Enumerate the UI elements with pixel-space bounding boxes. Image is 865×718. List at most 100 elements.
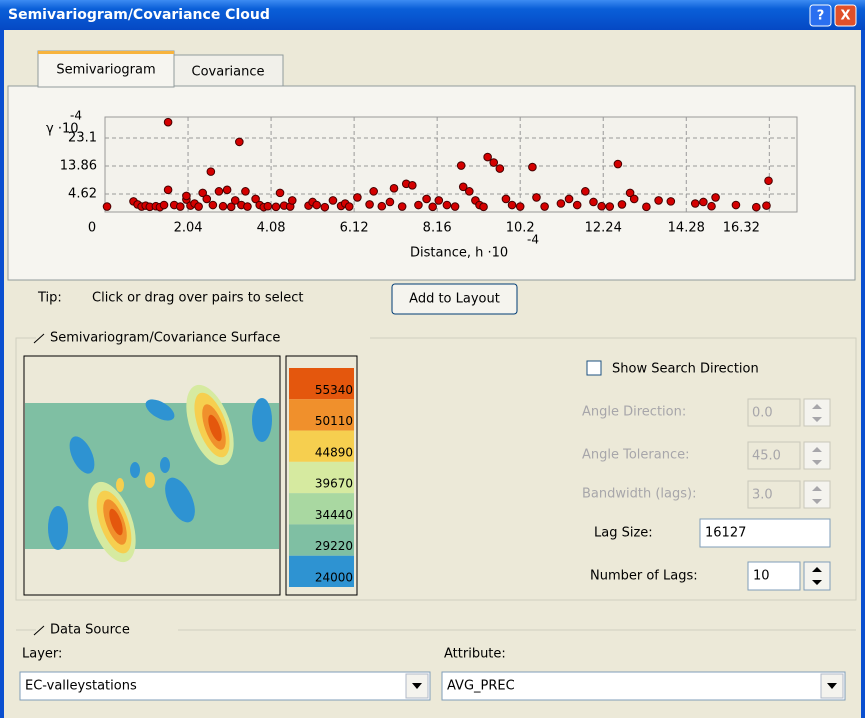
- point: [422, 194, 431, 204]
- field-label: Lag Size:: [594, 526, 653, 541]
- point: [532, 193, 541, 202]
- combo-arrow: [412, 683, 422, 689]
- spinner-arrows: [812, 567, 822, 585]
- point: [320, 202, 330, 212]
- point: [666, 197, 676, 206]
- y-tick-label: 13.86: [60, 158, 97, 173]
- collapse-icon[interactable]: [33, 333, 45, 344]
- close-button[interactable]: [834, 4, 857, 27]
- legend-swatch: [289, 399, 354, 431]
- point: [540, 202, 549, 211]
- help-button[interactable]: [809, 4, 832, 27]
- y-tick-label: 23.1: [68, 130, 97, 145]
- x-tick-label: 10.2: [506, 221, 535, 236]
- input[interactable]: [747, 398, 801, 427]
- point: [202, 194, 212, 204]
- point: [214, 187, 224, 196]
- point: [243, 202, 252, 211]
- legend-label: 29220: [315, 539, 353, 553]
- legend-label: 50110: [315, 414, 353, 428]
- point: [222, 185, 232, 195]
- tip-label: Tip:: [37, 291, 62, 306]
- legend-label: 39670: [315, 477, 353, 491]
- group-box: [15, 337, 857, 601]
- window-title: Semivariogram/Covariance Cloud: [8, 7, 270, 23]
- point: [241, 187, 250, 196]
- input-value: 16127: [705, 526, 746, 541]
- point: [625, 188, 635, 198]
- point: [328, 196, 338, 205]
- point: [414, 200, 423, 210]
- point: [589, 197, 598, 207]
- field-label: Attribute:: [444, 647, 506, 662]
- point: [344, 202, 354, 211]
- point: [605, 202, 615, 211]
- point: [194, 202, 203, 211]
- point: [251, 194, 260, 204]
- group-title-bg: [36, 330, 370, 346]
- spinner[interactable]: [803, 561, 831, 591]
- point: [507, 200, 517, 210]
- point: [389, 184, 399, 193]
- point: [764, 176, 773, 186]
- tab-label: Covariance: [192, 65, 265, 80]
- point: [465, 187, 474, 196]
- x-tick-label: 2.04: [174, 221, 203, 236]
- input-value: 3.0: [752, 488, 773, 503]
- layer-combo[interactable]: [19, 671, 431, 701]
- input[interactable]: [699, 518, 831, 548]
- point: [613, 159, 623, 169]
- point: [235, 137, 244, 147]
- legend-swatch: [289, 461, 354, 494]
- button-label: Add to Layout: [409, 292, 500, 307]
- point: [479, 202, 488, 212]
- point: [564, 194, 574, 204]
- scatter-chart: 4.62 13.86 23.1 0 2.04 4.08 6.12 8.16 10.2 12.24 1…: [46, 109, 798, 261]
- tab-active[interactable]: [37, 50, 175, 88]
- point: [731, 200, 741, 210]
- tab-highlight: [38, 51, 174, 54]
- point: [501, 194, 511, 204]
- point: [163, 185, 173, 195]
- point: [450, 202, 460, 211]
- point: [230, 196, 240, 205]
- point: [226, 202, 236, 212]
- point: [434, 196, 444, 205]
- point: [365, 200, 374, 209]
- input[interactable]: [747, 561, 801, 591]
- input-value: 45.0: [752, 449, 781, 464]
- point: [206, 167, 216, 176]
- attribute-combo[interactable]: [441, 671, 846, 701]
- checkbox[interactable]: [586, 360, 602, 376]
- point: [581, 187, 590, 196]
- add-to-layout-button[interactable]: [391, 283, 518, 315]
- point: [263, 201, 273, 211]
- y-tick-label: 4.62: [68, 187, 97, 202]
- point: [428, 202, 437, 212]
- point: [312, 200, 321, 210]
- x-tick-label: 14.28: [668, 221, 705, 236]
- collapse-icon[interactable]: [33, 625, 45, 636]
- point: [629, 194, 639, 204]
- point: [385, 197, 395, 207]
- point: [102, 202, 112, 211]
- tab[interactable]: [173, 54, 284, 87]
- input[interactable]: [747, 480, 801, 509]
- legend-swatch: [289, 555, 354, 587]
- point: [654, 196, 663, 205]
- point: [762, 201, 771, 210]
- legend-label: 24000: [315, 571, 353, 585]
- point: [642, 202, 651, 212]
- input[interactable]: [747, 441, 801, 470]
- point: [442, 200, 452, 210]
- group-title-bg: [36, 622, 178, 638]
- point: [458, 182, 468, 192]
- point: [572, 200, 582, 210]
- x-tick-label: 16.32: [723, 221, 760, 236]
- point: [690, 199, 700, 208]
- combo-arrow: [827, 683, 837, 689]
- x-tick-label: 0: [88, 221, 96, 236]
- help-icon: ?: [817, 9, 825, 24]
- combo-value: EC-valleystations: [25, 679, 137, 694]
